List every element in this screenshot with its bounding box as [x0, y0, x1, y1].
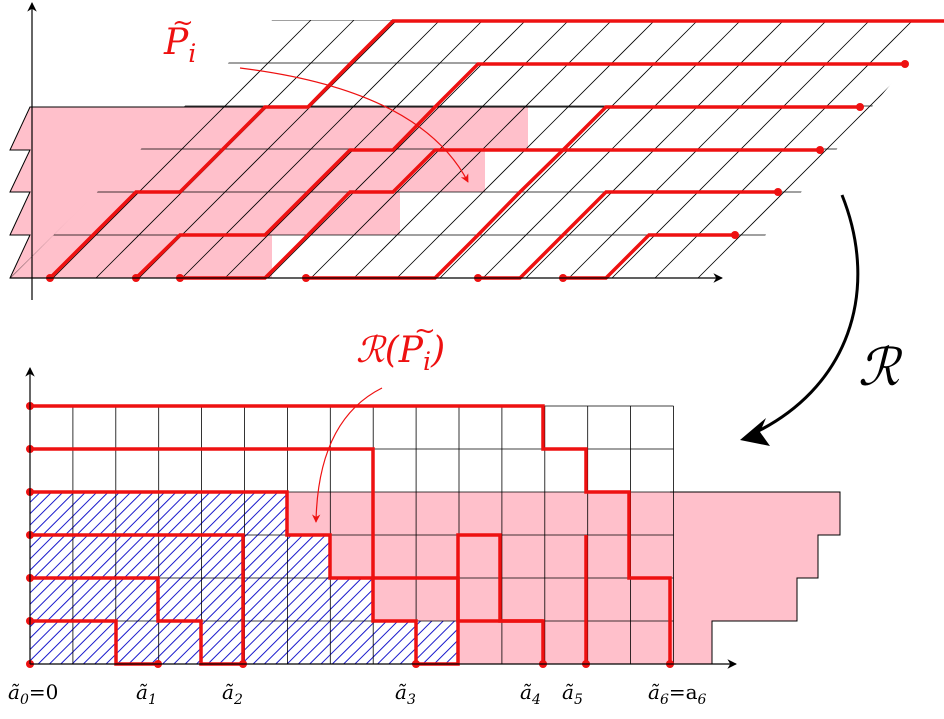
top-path-endpoint: [816, 146, 824, 154]
bottom-path-suffix: ): [431, 330, 446, 371]
top-shaded-region: [10, 107, 614, 278]
bottom-lattice-path: [30, 490, 418, 664]
top-path-sub: i: [188, 39, 197, 69]
bottom-path-prefix: ℛ(: [356, 330, 399, 371]
tick-subscript: 4: [531, 692, 541, 708]
axis-tick-label: ã6=a6: [648, 680, 706, 708]
tick-subscript: 0: [19, 692, 29, 708]
bottom-lattice-path: [30, 404, 672, 664]
top-grid-slant-line: [52, 20, 312, 278]
top-path-endpoint: [901, 60, 909, 68]
map-arrow: [747, 194, 860, 438]
tick-symbol: ã: [222, 680, 234, 704]
tick-suffix: =0: [28, 680, 59, 704]
top-paths: [46, 19, 944, 282]
axis-tick-label: ã3: [395, 680, 416, 708]
axis-tick-label: ã2: [222, 680, 243, 708]
top-annotation-arrow: [239, 67, 469, 183]
tick-subscript: 5: [573, 692, 583, 708]
top-path-endpoint: [856, 103, 864, 111]
bottom-annotation-arrow: [311, 387, 383, 523]
tick-symbol: ã: [520, 680, 532, 704]
axis-tick-label: ã1: [136, 680, 157, 708]
top-path-base: P: [164, 22, 189, 63]
bottom-path-label: ℛ(Pi) ~: [356, 316, 446, 377]
top-path-tilde: ~: [172, 8, 194, 38]
tick-symbol: ã: [648, 680, 660, 704]
tick-suffix: =a: [668, 680, 698, 704]
bottom-lattice-path: [30, 533, 245, 664]
axis-tick-label: ã5: [562, 680, 583, 708]
top-lattice-path: [134, 62, 905, 280]
map-label: ℛ: [858, 338, 900, 398]
bottom-diagram: [25, 367, 841, 669]
bottom-path-tilde: ~: [414, 316, 436, 346]
map-arrow-head: [740, 418, 770, 446]
bottom-right-edge: [670, 491, 841, 664]
top-left-edge: [9, 106, 614, 279]
tick-subscript: 1: [147, 692, 157, 708]
top-lattice-path: [48, 19, 944, 280]
axis-tick-label: ã4: [520, 680, 541, 708]
bottom-path-base: P: [398, 330, 424, 371]
top-lattice-path: [180, 105, 860, 280]
top-path-endpoint: [774, 188, 782, 196]
tick-subscript: 2: [233, 692, 243, 708]
tick-symbol: ã: [136, 680, 148, 704]
bottom-path-sub: i: [423, 347, 432, 377]
axis-tick-label: ã0=0: [8, 680, 58, 708]
tick-symbol: ã: [395, 680, 407, 704]
top-path-endpoint: [731, 231, 739, 239]
tick-symbol: ã: [562, 680, 574, 704]
top-path-label: Pi ~: [164, 8, 197, 69]
top-diagram: [9, 2, 944, 300]
tick-subscript: 6: [659, 692, 669, 708]
tick-symbol: ã: [8, 680, 20, 704]
tick-subscript: 3: [406, 692, 416, 708]
tick-suffix-subscript: 6: [697, 692, 707, 708]
